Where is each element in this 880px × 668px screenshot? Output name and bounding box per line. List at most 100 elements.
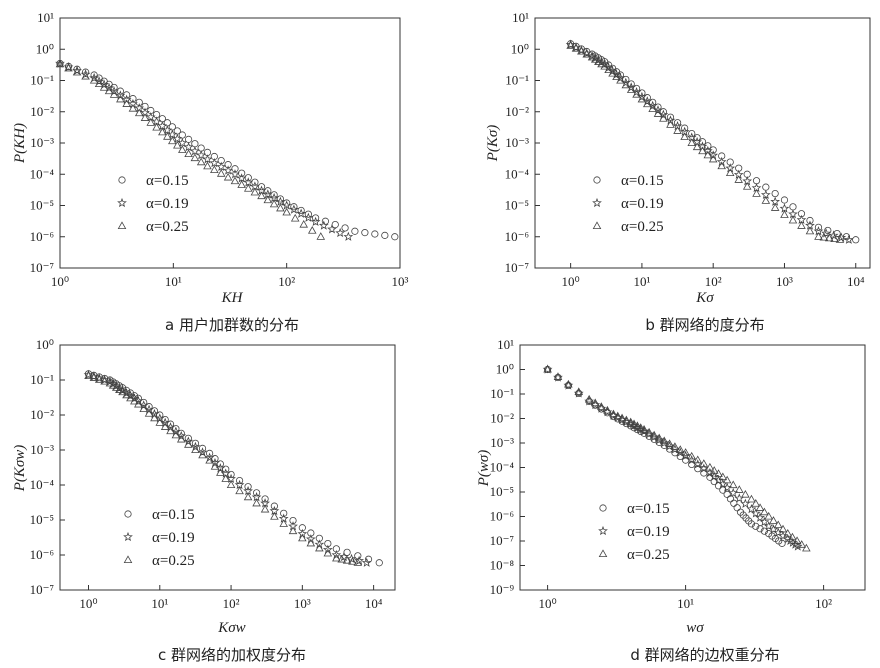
data-point [740, 498, 751, 508]
data-point [543, 364, 552, 373]
data-point [165, 422, 176, 432]
y-tick-label: 10⁻⁶ [30, 547, 54, 562]
y-tick-label: 10⁻⁷ [30, 260, 54, 275]
data-point [814, 232, 823, 240]
data-point [235, 476, 244, 485]
legend-marker-star [123, 531, 133, 542]
data-point [693, 455, 703, 464]
data-point [659, 436, 669, 445]
legend-marker-star [598, 525, 608, 536]
data-point [64, 63, 73, 72]
y-tick-label: 10⁻⁵ [490, 484, 514, 499]
x-tick-label: 10¹ [165, 274, 182, 289]
data-point [299, 219, 309, 228]
data-point [348, 557, 357, 565]
data-point [649, 430, 659, 439]
data-point [752, 522, 760, 530]
data-point [709, 471, 720, 481]
data-point [327, 224, 337, 234]
legend: α=0.15 α=0.19 α=0.25 [117, 173, 189, 235]
data-point [699, 459, 709, 467]
data-point [565, 39, 576, 49]
data-point [160, 417, 171, 427]
y-axis-label: P(wσ) [476, 450, 492, 488]
data-point [730, 499, 738, 507]
series-triangle [84, 371, 363, 566]
data-point [72, 67, 82, 76]
data-point [305, 534, 316, 544]
data-point [780, 196, 789, 204]
data-point [80, 69, 91, 79]
data-point [121, 94, 132, 104]
x-axis-label: Kσ [695, 290, 714, 306]
data-point [115, 385, 124, 393]
legend-label: α=0.19 [621, 196, 664, 212]
data-point [252, 498, 261, 507]
data-point [604, 65, 613, 74]
data-point [613, 411, 623, 420]
data-point [118, 387, 127, 396]
data-point [354, 552, 362, 560]
data-point [705, 467, 715, 478]
data-point [609, 409, 618, 418]
data-point [105, 378, 115, 387]
data-point [708, 150, 719, 160]
data-point [190, 441, 201, 452]
data-point [688, 129, 696, 138]
data-point [331, 220, 339, 229]
x-tick-label: 10⁴ [365, 596, 383, 611]
legend-marker-circle [599, 504, 607, 512]
legend-label: α=0.19 [146, 196, 189, 212]
data-point [134, 399, 143, 408]
data-point [361, 229, 369, 237]
data-point [341, 224, 349, 232]
data-point [210, 462, 220, 470]
data-point [626, 417, 635, 426]
data-point [797, 221, 806, 229]
x-tick-label: 10² [815, 596, 832, 611]
data-point [364, 555, 373, 563]
y-tick-label: 10⁻⁴ [30, 477, 55, 492]
data-point [251, 178, 259, 186]
data-point [55, 58, 65, 68]
x-tick-label: 10⁰ [51, 274, 69, 289]
data-point [171, 430, 181, 439]
data-point [343, 231, 354, 241]
data-point [224, 161, 232, 169]
data-point [94, 375, 104, 383]
data-point [190, 146, 200, 156]
data-point [704, 142, 712, 150]
y-axis-label: P(Kσw) [12, 445, 28, 493]
data-point [89, 373, 99, 381]
data-point [167, 129, 178, 139]
data-point [115, 90, 126, 100]
data-point [665, 439, 674, 447]
data-point [751, 499, 761, 507]
data-point [314, 539, 325, 549]
y-tick-label: 10¹ [497, 337, 514, 352]
data-point [288, 526, 298, 535]
data-point [708, 154, 718, 163]
data-point [116, 94, 125, 103]
data-point [280, 509, 288, 517]
series-triangle [566, 41, 845, 243]
data-point [797, 540, 806, 548]
data-point [223, 165, 233, 175]
data-point [733, 169, 744, 179]
series-star [542, 364, 803, 551]
data-point [566, 41, 575, 49]
data-point [681, 448, 690, 456]
data-point [733, 504, 741, 512]
legend-label: α=0.15 [152, 507, 195, 523]
data-point [263, 195, 273, 204]
y-tick-label: 10⁻² [30, 104, 54, 119]
data-point [144, 408, 154, 417]
data-point [633, 421, 642, 429]
data-point [780, 210, 789, 218]
data-point [163, 132, 172, 140]
data-point [709, 466, 719, 474]
data-point [597, 59, 606, 68]
data-point [752, 189, 761, 197]
data-point [72, 65, 82, 75]
